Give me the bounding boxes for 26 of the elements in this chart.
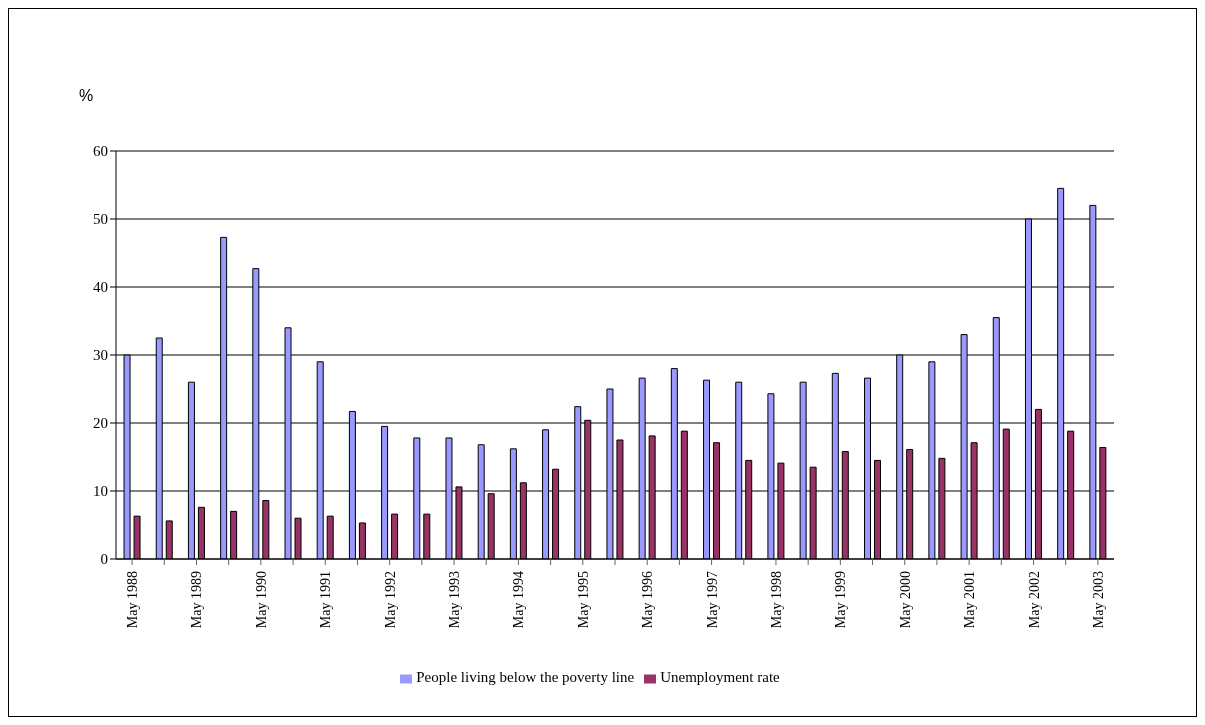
y-tick-label: 40 [93,279,108,296]
y-tick-label: 0 [100,551,108,568]
x-tick-label: May 1996 [640,571,656,629]
y-tick-label: 50 [93,211,108,228]
x-tick-label: May 2002 [1026,571,1042,629]
y-tick-label: 60 [93,143,108,160]
x-tick-label: May 1990 [253,571,269,629]
x-tick-label: May 2003 [1090,571,1106,629]
x-tick-label: May 1994 [511,571,527,629]
x-tick-label: May 1993 [447,571,463,629]
x-tick-label: May 1992 [382,571,398,629]
x-tick-label: May 1988 [125,571,141,629]
x-tick-label: May 1991 [318,571,334,629]
y-axis-title: % [78,87,94,104]
legend-label: Unemployment rate [660,669,780,685]
x-tick-label: May 1999 [833,571,849,629]
x-tick-label: May 1995 [575,571,591,629]
x-tick-label: May 1998 [768,571,784,629]
x-tick-label: May 2001 [962,571,978,629]
y-tick-label: 10 [93,483,108,500]
y-tick-label: 30 [93,347,108,364]
y-tick-label: 20 [93,415,108,432]
legend-label: People living below the poverty line [416,669,635,685]
x-tick-label: May 1997 [704,571,720,629]
x-tick-label: May 1989 [189,571,205,629]
x-tick-label: May 2000 [897,571,913,629]
